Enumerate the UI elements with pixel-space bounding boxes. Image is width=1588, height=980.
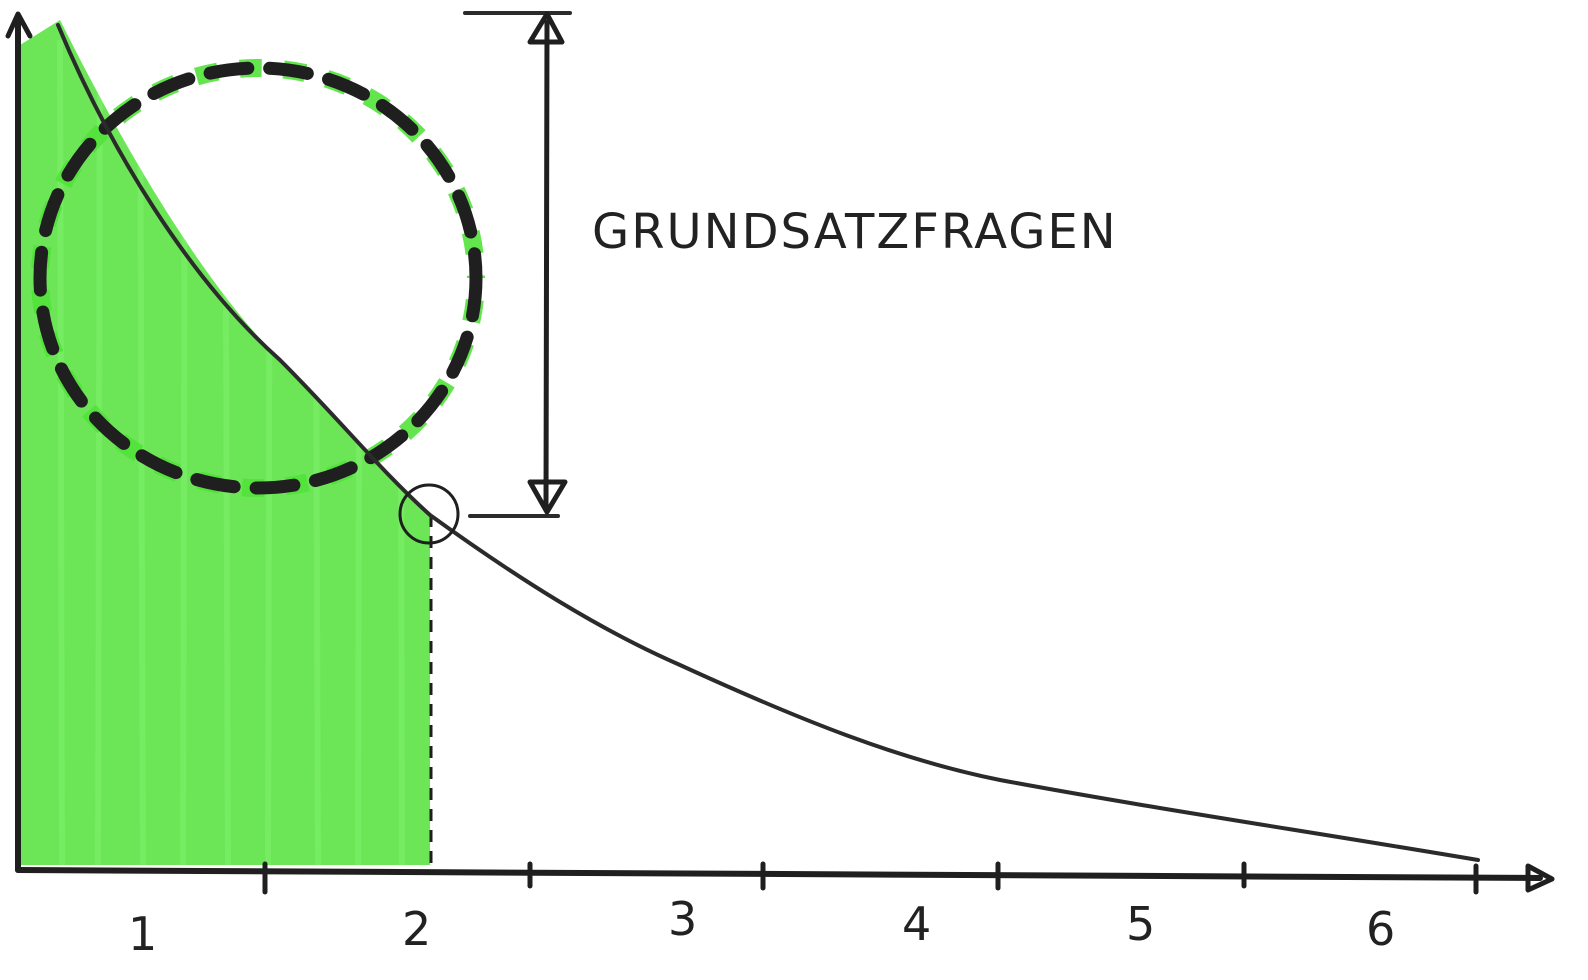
y-axis — [5, 11, 33, 873]
tick-label-1: 1 — [128, 907, 157, 961]
arrow-right-icon — [1525, 863, 1555, 893]
arrow-up-icon — [5, 11, 33, 39]
tick-label-4: 4 — [902, 897, 931, 951]
double-headed-arrow-icon — [463, 11, 572, 518]
tick-label-6: 6 — [1366, 902, 1395, 956]
focus-circle — [31, 59, 485, 497]
x-axis-tick-labels: 1 2 3 4 5 6 — [128, 892, 1395, 961]
tick-label-3: 3 — [668, 892, 697, 946]
annotation-label: GRUNDSATZFRAGEN — [592, 204, 1118, 260]
decay-curve — [56, 23, 1480, 862]
tick-label-5: 5 — [1126, 897, 1155, 951]
tick-label-2: 2 — [402, 902, 431, 956]
x-axis-ticks — [262, 861, 1479, 895]
point-marker-circle — [398, 483, 460, 545]
x-axis — [15, 863, 1555, 893]
